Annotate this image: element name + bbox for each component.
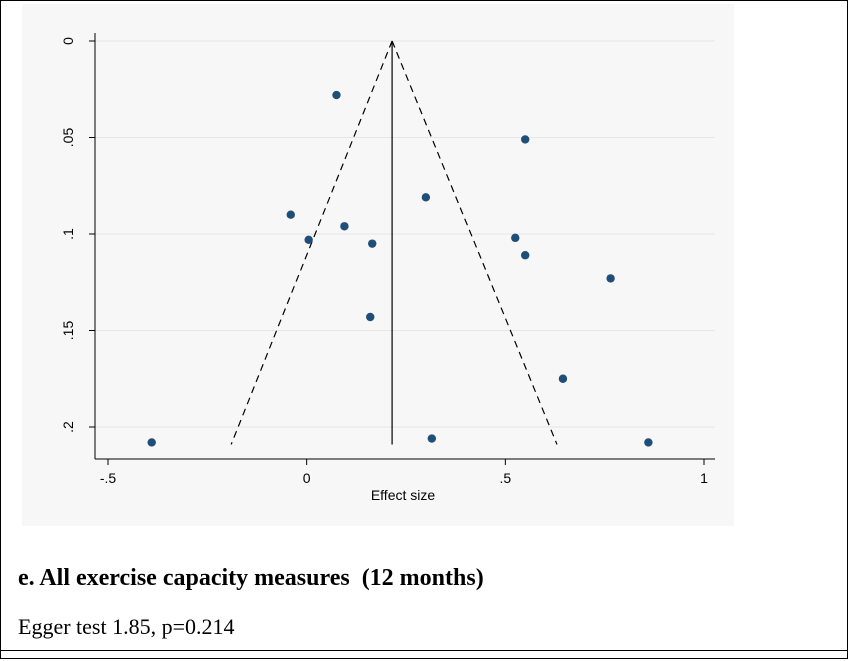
y-tick-label: .15 [60, 321, 76, 341]
data-point [368, 239, 377, 248]
x-tick-label: 1 [700, 470, 708, 486]
data-point [606, 274, 615, 283]
data-point [421, 193, 431, 202]
data-point [511, 233, 520, 243]
figure-caption: e. All exercise capacity measures (12 mo… [18, 565, 484, 591]
x-tick-label: -.5 [100, 470, 117, 486]
y-tick-label: .2 [60, 421, 76, 433]
data-point [427, 434, 437, 443]
data-point [521, 135, 530, 144]
x-tick-label: 0 [303, 470, 311, 486]
axes: 0 .05 .1 .15 .2 -.5 0 .5 1 [60, 33, 715, 486]
y-tick-label: 0 [60, 37, 76, 45]
data-point [558, 374, 568, 383]
data-point [304, 235, 313, 244]
data-point [644, 438, 653, 447]
data-point [332, 90, 341, 100]
x-axis-label: Effect size [371, 487, 436, 503]
data-point [286, 210, 295, 219]
funnel-lines [230, 40, 558, 445]
funnel-right-boundary [391, 40, 558, 445]
plot-panel [22, 4, 734, 526]
data-point [366, 312, 375, 322]
x-tick-label: .5 [499, 470, 511, 486]
grid-lines [95, 40, 715, 428]
y-tick-label: .1 [60, 228, 76, 240]
data-points [147, 90, 653, 447]
data-point [340, 222, 349, 231]
data-point [521, 251, 530, 260]
data-point [147, 438, 156, 447]
egger-test-result: Egger test 1.85, p=0.214 [18, 614, 235, 639]
y-tick-label: .05 [60, 128, 76, 148]
bottom-divider [0, 650, 848, 651]
funnel-plot: 0 .05 .1 .15 .2 -.5 0 .5 1 Effect size [60, 33, 715, 503]
